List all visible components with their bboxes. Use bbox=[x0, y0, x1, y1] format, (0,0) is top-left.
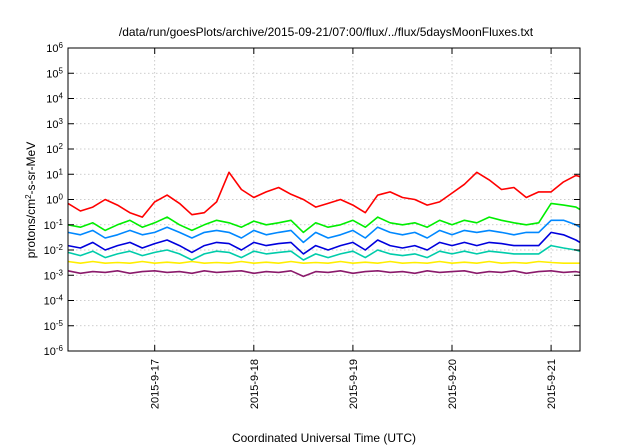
y-tick-label-base: 10 bbox=[44, 296, 56, 308]
y-axis-label-rest: -s-sr-MeV bbox=[24, 142, 38, 195]
y-axis-label-base: protons/cm bbox=[24, 199, 38, 258]
y-tick-label: 101 bbox=[46, 167, 63, 182]
y-tick-label-exp: 0 bbox=[59, 192, 64, 201]
y-axis-label-sup: 2 bbox=[24, 194, 33, 199]
series-line-1 bbox=[67, 171, 581, 218]
y-tick-label-exp: 3 bbox=[59, 116, 64, 125]
y-tick-label-exp: -1 bbox=[56, 217, 64, 226]
y-tick-label: 106 bbox=[46, 41, 63, 56]
y-tick-label-exp: 5 bbox=[59, 66, 64, 75]
x-tick-label: 2015-9-17 bbox=[150, 359, 162, 409]
y-tick-label: 100 bbox=[46, 192, 63, 207]
y-tick-label: 10-1 bbox=[44, 217, 64, 232]
y-tick-label-exp: 2 bbox=[59, 142, 64, 151]
y-tick-label-exp: -5 bbox=[56, 318, 64, 327]
series-line-2 bbox=[67, 202, 581, 234]
x-tick-label: 2015-9-18 bbox=[249, 359, 261, 409]
y-tick-label-base: 10 bbox=[46, 68, 58, 80]
y-tick-label-base: 10 bbox=[44, 346, 56, 358]
y-tick-label: 104 bbox=[46, 91, 63, 106]
series-line-4 bbox=[67, 231, 581, 255]
y-tick-label: 103 bbox=[46, 116, 63, 131]
series-line-5 bbox=[67, 244, 581, 261]
y-tick-label-base: 10 bbox=[44, 270, 56, 282]
y-tick-label-base: 10 bbox=[46, 144, 58, 156]
y-tick-label-base: 10 bbox=[44, 321, 56, 333]
y-tick-label-exp: -3 bbox=[56, 268, 64, 277]
y-tick-label-base: 10 bbox=[46, 195, 58, 207]
y-tick-label: 102 bbox=[46, 142, 63, 157]
y-tick-label-exp: -2 bbox=[56, 243, 64, 252]
y-tick-label-exp: 1 bbox=[59, 167, 64, 176]
y-tick-label-exp: 6 bbox=[59, 41, 64, 50]
y-tick-label-exp: 4 bbox=[59, 91, 64, 100]
axis-ticks: 10610510410310210110010-110-210-310-410-… bbox=[44, 41, 580, 409]
series-lines bbox=[67, 171, 581, 278]
series-line-7 bbox=[67, 269, 581, 278]
y-tick-label-base: 10 bbox=[46, 169, 58, 181]
y-tick-label-base: 10 bbox=[46, 119, 58, 131]
y-tick-label-exp: -6 bbox=[56, 344, 64, 353]
x-tick-label: 2015-9-21 bbox=[546, 359, 558, 409]
x-tick-label: 2015-9-19 bbox=[348, 359, 360, 409]
series-line-3 bbox=[67, 219, 581, 244]
y-tick-label: 10-5 bbox=[44, 318, 64, 333]
x-tick-label: 2015-9-20 bbox=[447, 359, 459, 409]
y-tick-label: 10-6 bbox=[44, 344, 64, 359]
y-tick-label-exp: -4 bbox=[56, 293, 64, 302]
y-tick-label: 10-2 bbox=[44, 243, 64, 258]
y-tick-label: 105 bbox=[46, 66, 63, 81]
y-tick-label-base: 10 bbox=[46, 94, 58, 106]
y-tick-label-base: 10 bbox=[46, 43, 58, 55]
y-axis-label: protons/cm2-s-sr-MeV bbox=[24, 142, 39, 258]
series-line-6 bbox=[67, 260, 580, 265]
y-tick-label: 10-4 bbox=[44, 293, 64, 308]
chart-title: /data/run/goesPlots/archive/2015-09-21/0… bbox=[119, 25, 534, 39]
grid-lines bbox=[68, 48, 580, 351]
y-tick-label-base: 10 bbox=[44, 220, 56, 232]
y-tick-label-base: 10 bbox=[44, 245, 56, 257]
x-axis-label: Coordinated Universal Time (UTC) bbox=[232, 431, 416, 445]
y-tick-label: 10-3 bbox=[44, 268, 64, 283]
